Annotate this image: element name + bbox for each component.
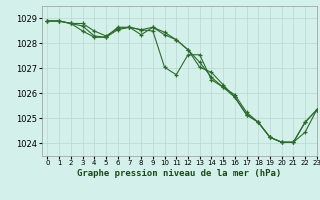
X-axis label: Graphe pression niveau de la mer (hPa): Graphe pression niveau de la mer (hPa) bbox=[77, 169, 281, 178]
